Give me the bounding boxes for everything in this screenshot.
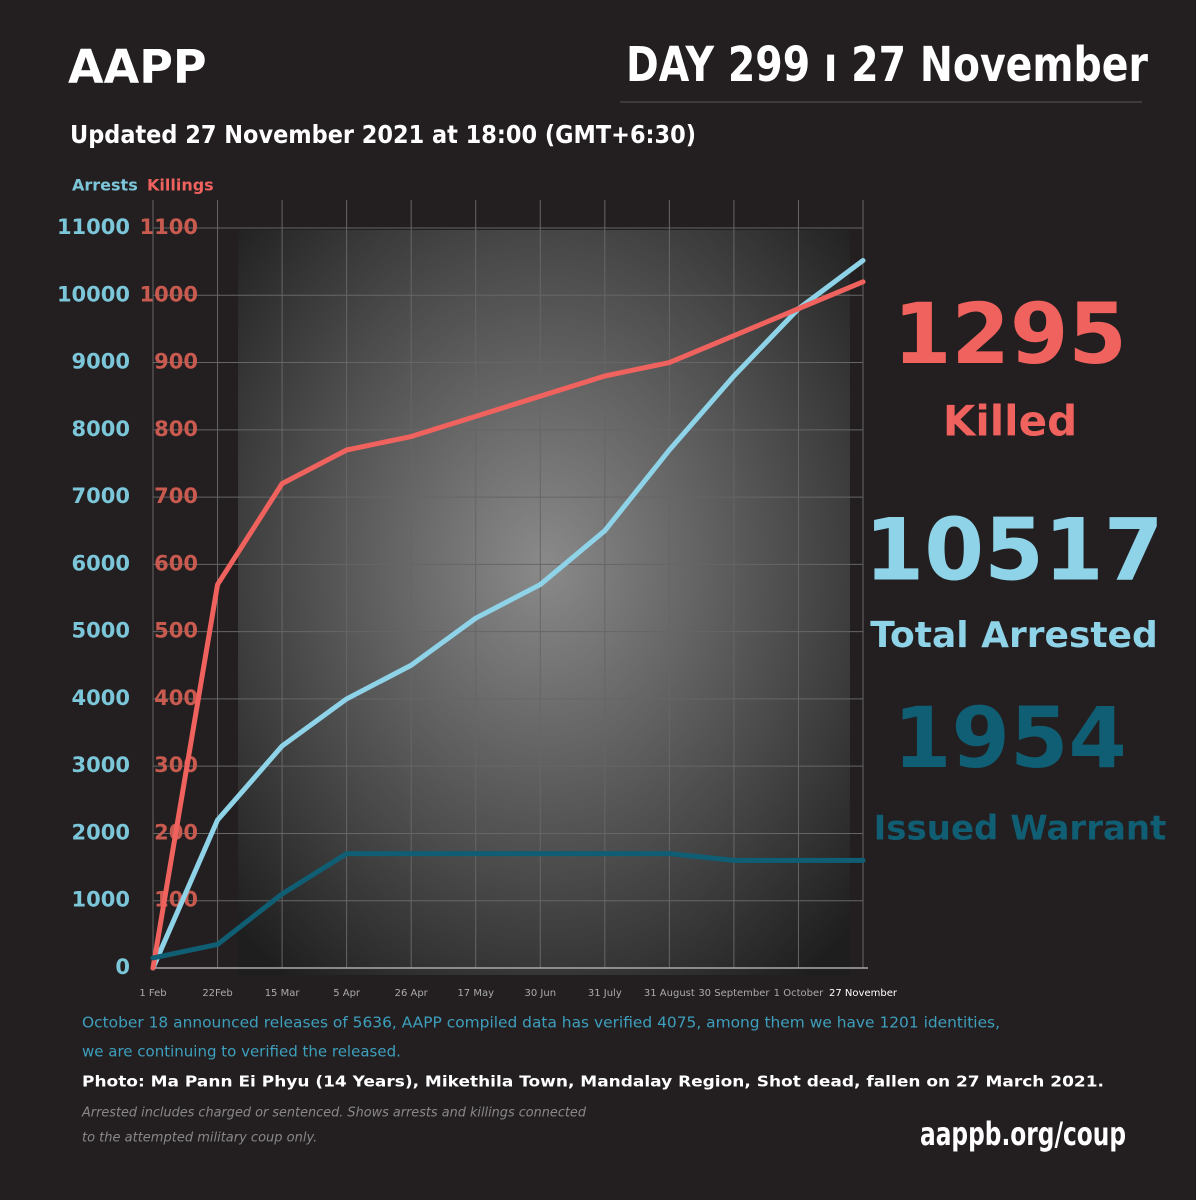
y-tick-label: 9000 [72,350,130,374]
url: aappb.org/coup [920,1115,1126,1153]
note: we are continuing to verified the releas… [82,1043,401,1061]
stat-value: 1295 [893,285,1127,383]
y-tick-label: 2000 [72,820,130,844]
brand: AAPP [68,40,207,94]
photo [238,230,850,975]
y-tick-label: 8000 [72,417,130,441]
x-tick-label: 1 Feb [139,988,166,999]
y-tick-label: 6000 [72,551,130,575]
y-tick-label: 7000 [72,484,130,508]
y2-axis-label: Killings [147,176,214,195]
y2-tick-label: 400 [154,686,198,710]
y2-tick-label: 500 [154,619,198,643]
x-tick-label: 15 Mar [265,988,301,999]
note: October 18 announced releases of 5636, A… [82,1014,1000,1032]
plot: 0 1000 2000 3000 4000 5000 6000 7000 8000 9000 100… [57,200,898,999]
y-tick-label: 3000 [72,753,130,777]
disclaimer: to the attempted military coup only. [82,1131,317,1146]
y-tick-label: 0 [115,955,130,979]
y-axis-label: Arrests [72,176,138,195]
x-tick-label: 1 October [774,988,824,999]
x-tick-label: 17 May [457,988,494,999]
y-tick-label: 4000 [72,686,130,710]
y2-tick-label: 900 [154,350,198,374]
x-tick-label: 22Feb [202,988,232,999]
y-tick-label: 10000 [57,282,130,306]
series-line [150,851,866,961]
y-tick-label: 5000 [72,619,130,643]
stat-label: Total Arrested [870,615,1158,656]
stat-value: 1954 [893,689,1127,787]
x-tick-label: 31 July [588,988,622,999]
y2-tick-label: 1100 [140,215,198,239]
stat-label: Issued Warrant [874,809,1167,849]
y2-tick-label: 1000 [140,282,198,306]
day-title: DAY 299 ı 27 November [626,37,1148,93]
y-tick-label: 11000 [57,215,130,239]
y2-tick-label: 600 [154,551,198,575]
stat-label: Killed [943,397,1077,446]
x-tick-label: 5 Apr [333,988,361,999]
series-line [150,257,866,971]
updated: Updated 27 November 2021 at 18:00 (GMT+6… [70,120,696,149]
y-tick-label: 1000 [72,888,130,912]
photo-caption: Photo: Ma Pann Ei Phyu (14 Years), Miket… [82,1073,1104,1091]
x-tick-label: 30 September [698,988,770,999]
series-line [150,279,866,971]
x-tick-label: 27 November [829,988,898,999]
x-tick-label: 26 Apr [395,988,429,999]
stat-value: 10517 [864,500,1163,600]
y2-tick-label: 700 [154,484,198,508]
x-tick-label: 30 Jun [525,988,557,999]
x-tick-label: 31 August [644,988,695,999]
disclaimer: Arrested includes charged or sentenced. … [81,1106,587,1121]
y2-tick-label: 800 [154,417,198,441]
y2-tick-label: 300 [154,753,198,777]
